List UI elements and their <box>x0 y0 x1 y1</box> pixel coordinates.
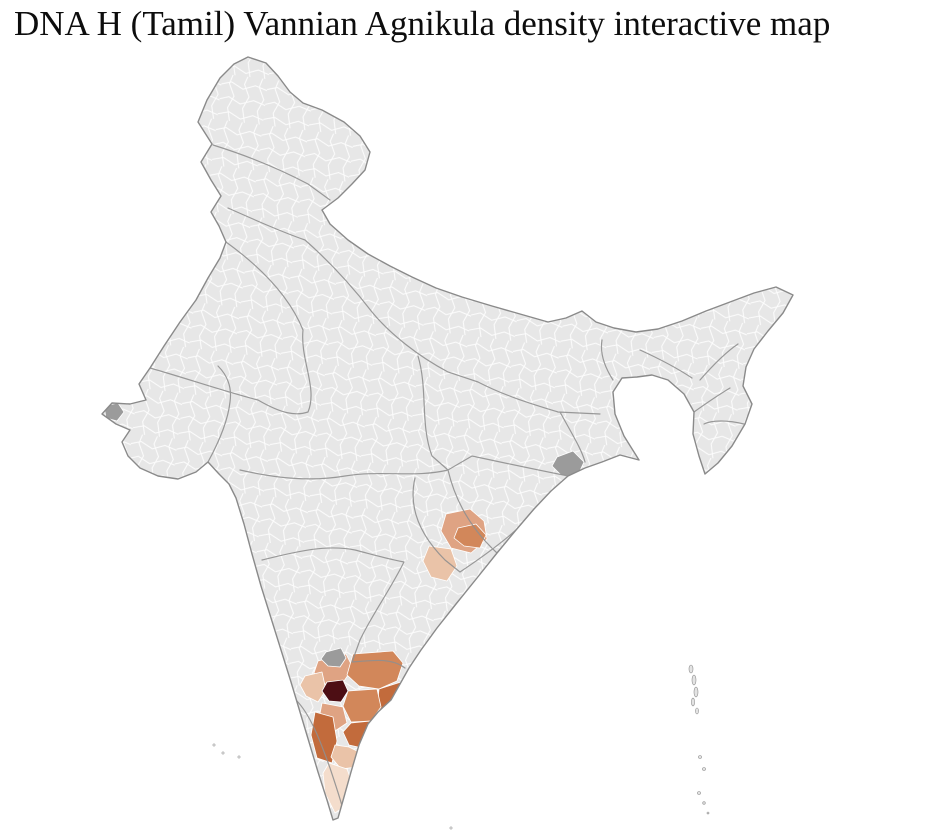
district-higher-density[interactable] <box>310 711 338 764</box>
island[interactable] <box>237 755 241 759</box>
district-high-density[interactable] <box>453 523 487 549</box>
island[interactable] <box>702 801 706 805</box>
island[interactable] <box>702 767 706 771</box>
district-high-density[interactable] <box>342 688 382 723</box>
island[interactable] <box>698 755 702 759</box>
island[interactable] <box>449 826 453 830</box>
island[interactable] <box>221 751 225 755</box>
andaman-nicobar-islands[interactable] <box>688 664 710 815</box>
lakshadweep-islands[interactable] <box>212 743 453 830</box>
island[interactable] <box>212 743 216 747</box>
island[interactable] <box>691 674 697 686</box>
island[interactable] <box>695 707 699 715</box>
district-low-density[interactable] <box>422 545 458 582</box>
district-medium-density[interactable] <box>372 716 407 748</box>
district-very-high-density[interactable] <box>321 679 349 703</box>
island[interactable] <box>697 791 701 795</box>
district-high-density[interactable] <box>364 746 392 774</box>
district-boundaries-mesh <box>102 57 793 820</box>
district-gray-cluster-top[interactable] <box>320 647 347 668</box>
district-higher-density[interactable] <box>376 681 414 720</box>
island[interactable] <box>706 811 710 815</box>
district-low-density[interactable] <box>299 671 327 703</box>
state-boundaries <box>149 144 745 807</box>
density-cluster-odisha-andhra <box>422 508 488 582</box>
island[interactable] <box>688 664 694 674</box>
district-high-density[interactable] <box>346 650 404 690</box>
island[interactable] <box>693 686 699 698</box>
map-title: DNA H (Tamil) Vannian Agnikula density i… <box>14 4 831 43</box>
density-cluster-tamil-nadu <box>299 647 414 814</box>
india-outline <box>101 56 794 821</box>
district-low-density[interactable] <box>348 768 370 798</box>
island[interactable] <box>691 697 695 707</box>
